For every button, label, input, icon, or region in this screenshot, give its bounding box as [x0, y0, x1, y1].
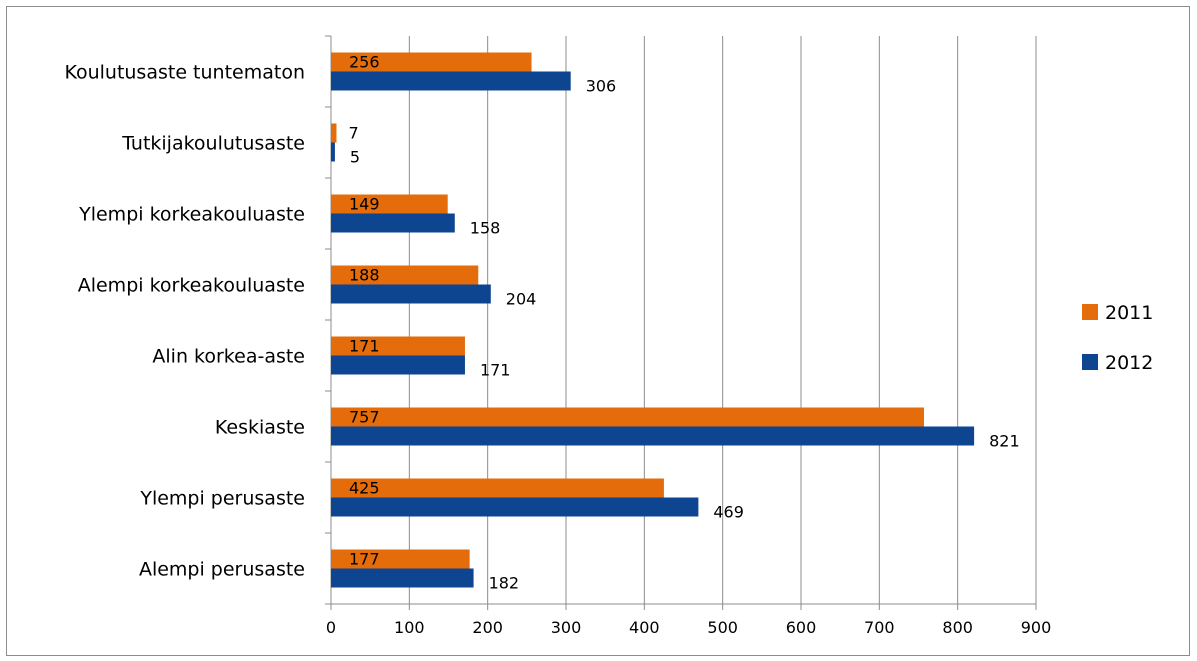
data-label-2011: 188	[349, 266, 380, 285]
data-label-2011: 171	[349, 337, 380, 356]
bar-2012	[331, 142, 335, 162]
bar-2011	[331, 265, 479, 285]
data-label-2012: 158	[470, 219, 501, 238]
data-label-2012: 469	[713, 503, 744, 522]
bar-2012	[331, 497, 699, 517]
data-label-2012: 5	[350, 148, 360, 167]
legend-label: 2011	[1105, 302, 1153, 324]
x-tick-label: 0	[326, 618, 336, 637]
bar-2012	[331, 213, 455, 233]
bar-2012	[331, 355, 465, 375]
data-label-2011: 149	[349, 195, 380, 214]
x-tick-label: 300	[551, 618, 582, 637]
bars	[331, 52, 975, 588]
bar-2012	[331, 284, 491, 304]
chart-area	[6, 6, 1190, 656]
bar-2011	[331, 478, 664, 498]
x-tick-label: 700	[864, 618, 895, 637]
bar-2012	[331, 568, 474, 588]
bar-2011	[331, 407, 924, 427]
data-label-2012: 171	[480, 361, 511, 380]
x-tick-label: 200	[472, 618, 503, 637]
category-label: Alempi perusaste	[139, 559, 305, 581]
data-label-2012: 306	[586, 77, 617, 96]
data-label-2012: 204	[506, 290, 537, 309]
bar-2011	[331, 123, 337, 143]
legend-label: 2012	[1105, 352, 1153, 374]
legend: 2011 2012	[1082, 302, 1153, 374]
x-tick-label: 400	[629, 618, 660, 637]
category-label: Koulutusaste tuntematon	[64, 62, 305, 84]
data-label-2011: 757	[349, 408, 380, 427]
legend-swatch-2012	[1082, 354, 1098, 370]
data-label-2012: 182	[489, 574, 520, 593]
category-label: Ylempi perusaste	[139, 488, 305, 510]
category-label: Alempi korkeakouluaste	[78, 275, 305, 297]
category-label: Ylempi korkeakouluaste	[78, 204, 305, 226]
bar-2011	[331, 194, 448, 214]
data-label-2012: 821	[989, 432, 1020, 451]
data-label-2011: 177	[349, 550, 380, 569]
category-label: Tutkijakoulutusaste	[121, 133, 305, 155]
x-tick-label: 500	[707, 618, 738, 637]
category-label: Keskiaste	[215, 417, 305, 439]
bar-2012	[331, 71, 571, 91]
data-label-2011: 256	[349, 53, 380, 72]
legend-swatch-2011	[1082, 304, 1098, 320]
data-label-2011: 425	[349, 479, 380, 498]
x-tick-label: 600	[786, 618, 817, 637]
labels: Koulutusaste tuntematon 256 306 Tutkijakoul…	[64, 53, 1019, 593]
x-tick-label: 900	[1021, 618, 1052, 637]
bar-2011	[331, 336, 465, 356]
data-label-2011: 7	[348, 124, 358, 143]
x-tick-label: 100	[394, 618, 425, 637]
bar-2012	[331, 426, 975, 446]
bar-2011	[331, 52, 532, 72]
category-label: Alin korkea-aste	[152, 346, 305, 368]
bar-2011	[331, 549, 470, 569]
x-tick-label: 800	[942, 618, 973, 637]
